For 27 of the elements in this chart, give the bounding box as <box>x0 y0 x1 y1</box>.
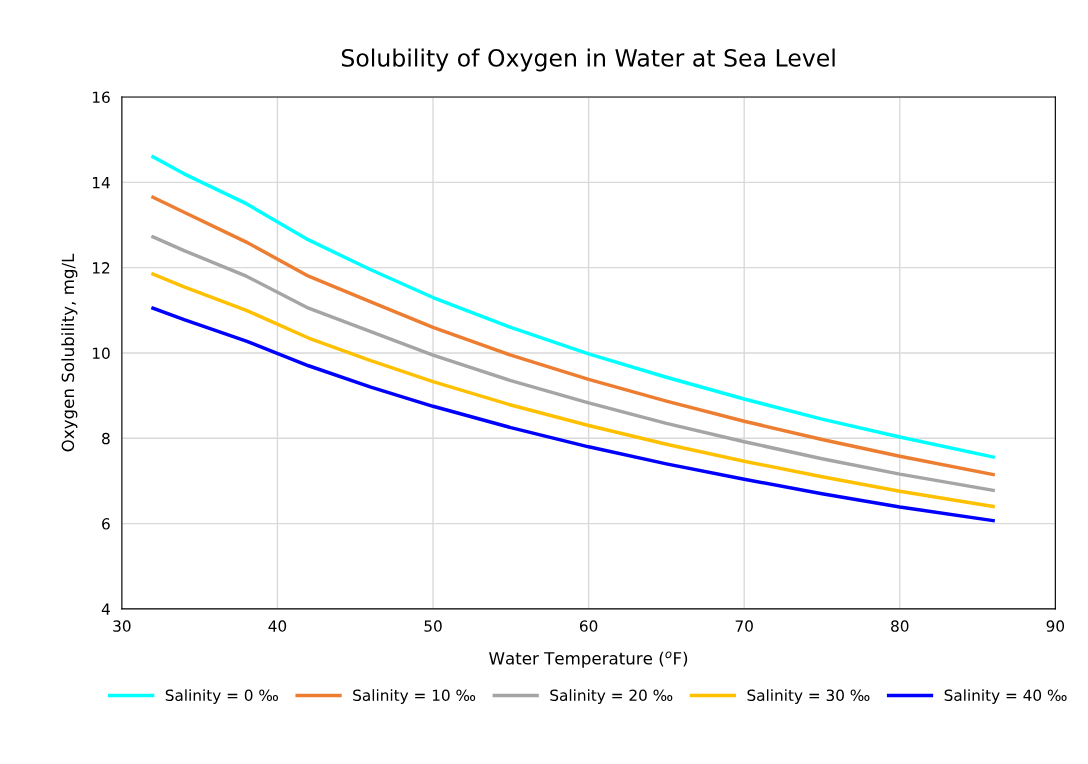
x-tick-label: 60 <box>579 620 598 632</box>
x-tick-label: 40 <box>268 620 287 632</box>
x-tick-label: 30 <box>113 620 131 632</box>
line-series <box>151 235 995 493</box>
legend-label: Salinity = 30 ‰ <box>747 689 870 704</box>
line-series <box>151 306 995 523</box>
y-tick-label: 16 <box>92 91 110 104</box>
y-axis-title: Oxygen Solubility, mg/L <box>61 253 78 452</box>
y-tick-label: 10 <box>92 347 110 359</box>
y-tick-label: 12 <box>92 262 110 274</box>
y-tick-label: 6 <box>102 518 110 530</box>
x-tick-label: 80 <box>891 620 909 632</box>
legend-label: Salinity = 10 ‰ <box>353 689 476 704</box>
x-axis-title: Water Temperature ($^{o}$F) <box>489 651 688 668</box>
y-tick-label: 14 <box>92 177 110 189</box>
y-tick-label: 8 <box>102 432 110 445</box>
x-tick-label: 50 <box>424 620 442 632</box>
line-series <box>151 195 995 477</box>
legend-label: Salinity = 0 ‰ <box>165 689 279 704</box>
x-tick-label: 70 <box>735 620 753 632</box>
legend-label: Salinity = 20 ‰ <box>550 689 673 704</box>
line-series <box>151 272 995 509</box>
x-tick-label: 90 <box>1046 620 1065 632</box>
chart-title: Solubility of Oxygen in Water at Sea Level <box>341 48 835 72</box>
y-tick-label: 4 <box>101 603 110 615</box>
line-series <box>151 155 995 459</box>
legend-label: Salinity = 40 ‰ <box>944 689 1067 704</box>
